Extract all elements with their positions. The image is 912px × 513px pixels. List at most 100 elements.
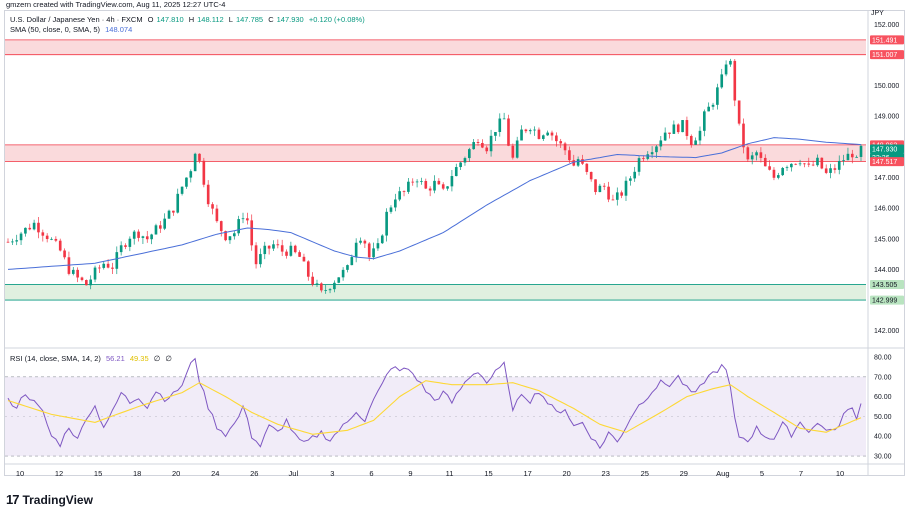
candle-body[interactable] bbox=[24, 227, 27, 234]
candle-body[interactable] bbox=[315, 283, 319, 285]
candle-body[interactable] bbox=[50, 238, 53, 240]
candle-body[interactable] bbox=[337, 277, 341, 283]
candle-body[interactable] bbox=[415, 181, 419, 183]
candle-body[interactable] bbox=[259, 254, 262, 265]
candle-body[interactable] bbox=[124, 245, 127, 247]
candle-body[interactable] bbox=[241, 218, 245, 220]
candle-body[interactable] bbox=[581, 159, 584, 164]
candle-body[interactable] bbox=[293, 245, 297, 253]
candle-body[interactable] bbox=[594, 179, 597, 193]
candle-body[interactable] bbox=[98, 267, 101, 269]
candle-body[interactable] bbox=[520, 129, 523, 141]
candle-body[interactable] bbox=[450, 176, 454, 187]
sma-legend[interactable]: SMA (50, close, 0, SMA, 5) 148.074 bbox=[10, 25, 135, 34]
candle-body[interactable] bbox=[572, 160, 576, 166]
candle-body[interactable] bbox=[106, 263, 110, 268]
candle-body[interactable] bbox=[115, 252, 119, 269]
candle-body[interactable] bbox=[689, 135, 693, 145]
candle-body[interactable] bbox=[846, 153, 850, 161]
currency-label[interactable]: JPY bbox=[871, 10, 884, 17]
candle-body[interactable] bbox=[93, 267, 97, 280]
candle-body[interactable] bbox=[246, 218, 249, 221]
candle-body[interactable] bbox=[180, 186, 184, 194]
candle-body[interactable] bbox=[759, 152, 763, 158]
candle-body[interactable] bbox=[467, 149, 471, 159]
candle-body[interactable] bbox=[633, 171, 637, 179]
candle-body[interactable] bbox=[650, 152, 654, 155]
candle-body[interactable] bbox=[346, 265, 349, 270]
candle-body[interactable] bbox=[385, 211, 388, 236]
candle-body[interactable] bbox=[424, 180, 428, 189]
candle-body[interactable] bbox=[389, 207, 393, 212]
candle-body[interactable] bbox=[655, 146, 658, 153]
symbol-name[interactable]: U.S. Dollar / Japanese Yen · 4h · FXCM bbox=[10, 15, 143, 24]
candle-body[interactable] bbox=[376, 243, 380, 249]
candle-body[interactable] bbox=[28, 227, 32, 230]
candle-body[interactable] bbox=[859, 145, 863, 157]
candle-body[interactable] bbox=[768, 166, 771, 170]
candle-body[interactable] bbox=[19, 233, 23, 241]
sma-label[interactable]: SMA (50, close, 0, SMA, 5) bbox=[10, 25, 101, 34]
candle-body[interactable] bbox=[232, 233, 236, 237]
candle-body[interactable] bbox=[446, 186, 449, 189]
candle-body[interactable] bbox=[668, 132, 671, 134]
candle-body[interactable] bbox=[267, 245, 271, 249]
candle-body[interactable] bbox=[472, 142, 475, 150]
candle-body[interactable] bbox=[716, 87, 719, 105]
candle-body[interactable] bbox=[642, 158, 645, 159]
candle-body[interactable] bbox=[707, 106, 710, 112]
candle-body[interactable] bbox=[6, 241, 10, 243]
candle-body[interactable] bbox=[533, 129, 536, 131]
candle-body[interactable] bbox=[54, 238, 58, 241]
candle-body[interactable] bbox=[80, 277, 84, 281]
candle-body[interactable] bbox=[206, 184, 210, 205]
candle-body[interactable] bbox=[507, 118, 510, 146]
candle-body[interactable] bbox=[816, 157, 819, 166]
candle-body[interactable] bbox=[481, 142, 484, 148]
candle-body[interactable] bbox=[185, 177, 188, 187]
candle-body[interactable] bbox=[302, 256, 306, 262]
candle-body[interactable] bbox=[372, 248, 375, 258]
candle-body[interactable] bbox=[829, 168, 832, 173]
candle-body[interactable] bbox=[576, 159, 580, 166]
candle-body[interactable] bbox=[363, 240, 367, 244]
candle-body[interactable] bbox=[341, 269, 345, 278]
candle-body[interactable] bbox=[76, 269, 79, 278]
candle-body[interactable] bbox=[798, 163, 802, 165]
candle-body[interactable] bbox=[711, 104, 715, 107]
candle-body[interactable] bbox=[272, 244, 275, 249]
candle-body[interactable] bbox=[237, 219, 240, 234]
candle-body[interactable] bbox=[611, 199, 615, 201]
candle-body[interactable] bbox=[850, 153, 854, 158]
candle-body[interactable] bbox=[306, 261, 310, 277]
candle-body[interactable] bbox=[820, 157, 824, 169]
candle-body[interactable] bbox=[629, 178, 632, 181]
candle-body[interactable] bbox=[524, 129, 528, 132]
candle-body[interactable] bbox=[145, 236, 149, 240]
candle-body[interactable] bbox=[737, 100, 741, 124]
candle-body[interactable] bbox=[559, 141, 563, 144]
chart-frame[interactable] bbox=[4, 10, 905, 476]
candle-body[interactable] bbox=[781, 167, 784, 176]
candle-body[interactable] bbox=[763, 157, 767, 167]
candle-body[interactable] bbox=[328, 289, 332, 291]
candle-body[interactable] bbox=[528, 130, 532, 132]
candle-body[interactable] bbox=[755, 152, 758, 156]
candle-body[interactable] bbox=[672, 124, 676, 134]
candle-body[interactable] bbox=[463, 158, 467, 163]
candle-body[interactable] bbox=[189, 171, 193, 178]
candle-body[interactable] bbox=[685, 120, 689, 136]
candle-body[interactable] bbox=[224, 231, 227, 241]
candle-body[interactable] bbox=[407, 181, 410, 192]
candle-body[interactable] bbox=[855, 156, 858, 158]
candle-body[interactable] bbox=[607, 186, 610, 200]
candle-body[interactable] bbox=[276, 244, 280, 246]
candle-body[interactable] bbox=[320, 283, 323, 291]
candle-body[interactable] bbox=[598, 185, 602, 193]
candle-body[interactable] bbox=[176, 193, 180, 213]
candle-body[interactable] bbox=[193, 153, 197, 172]
candle-body[interactable] bbox=[380, 235, 384, 244]
candle-body[interactable] bbox=[32, 222, 36, 230]
candle-body[interactable] bbox=[790, 163, 793, 168]
candle-body[interactable] bbox=[11, 241, 14, 243]
